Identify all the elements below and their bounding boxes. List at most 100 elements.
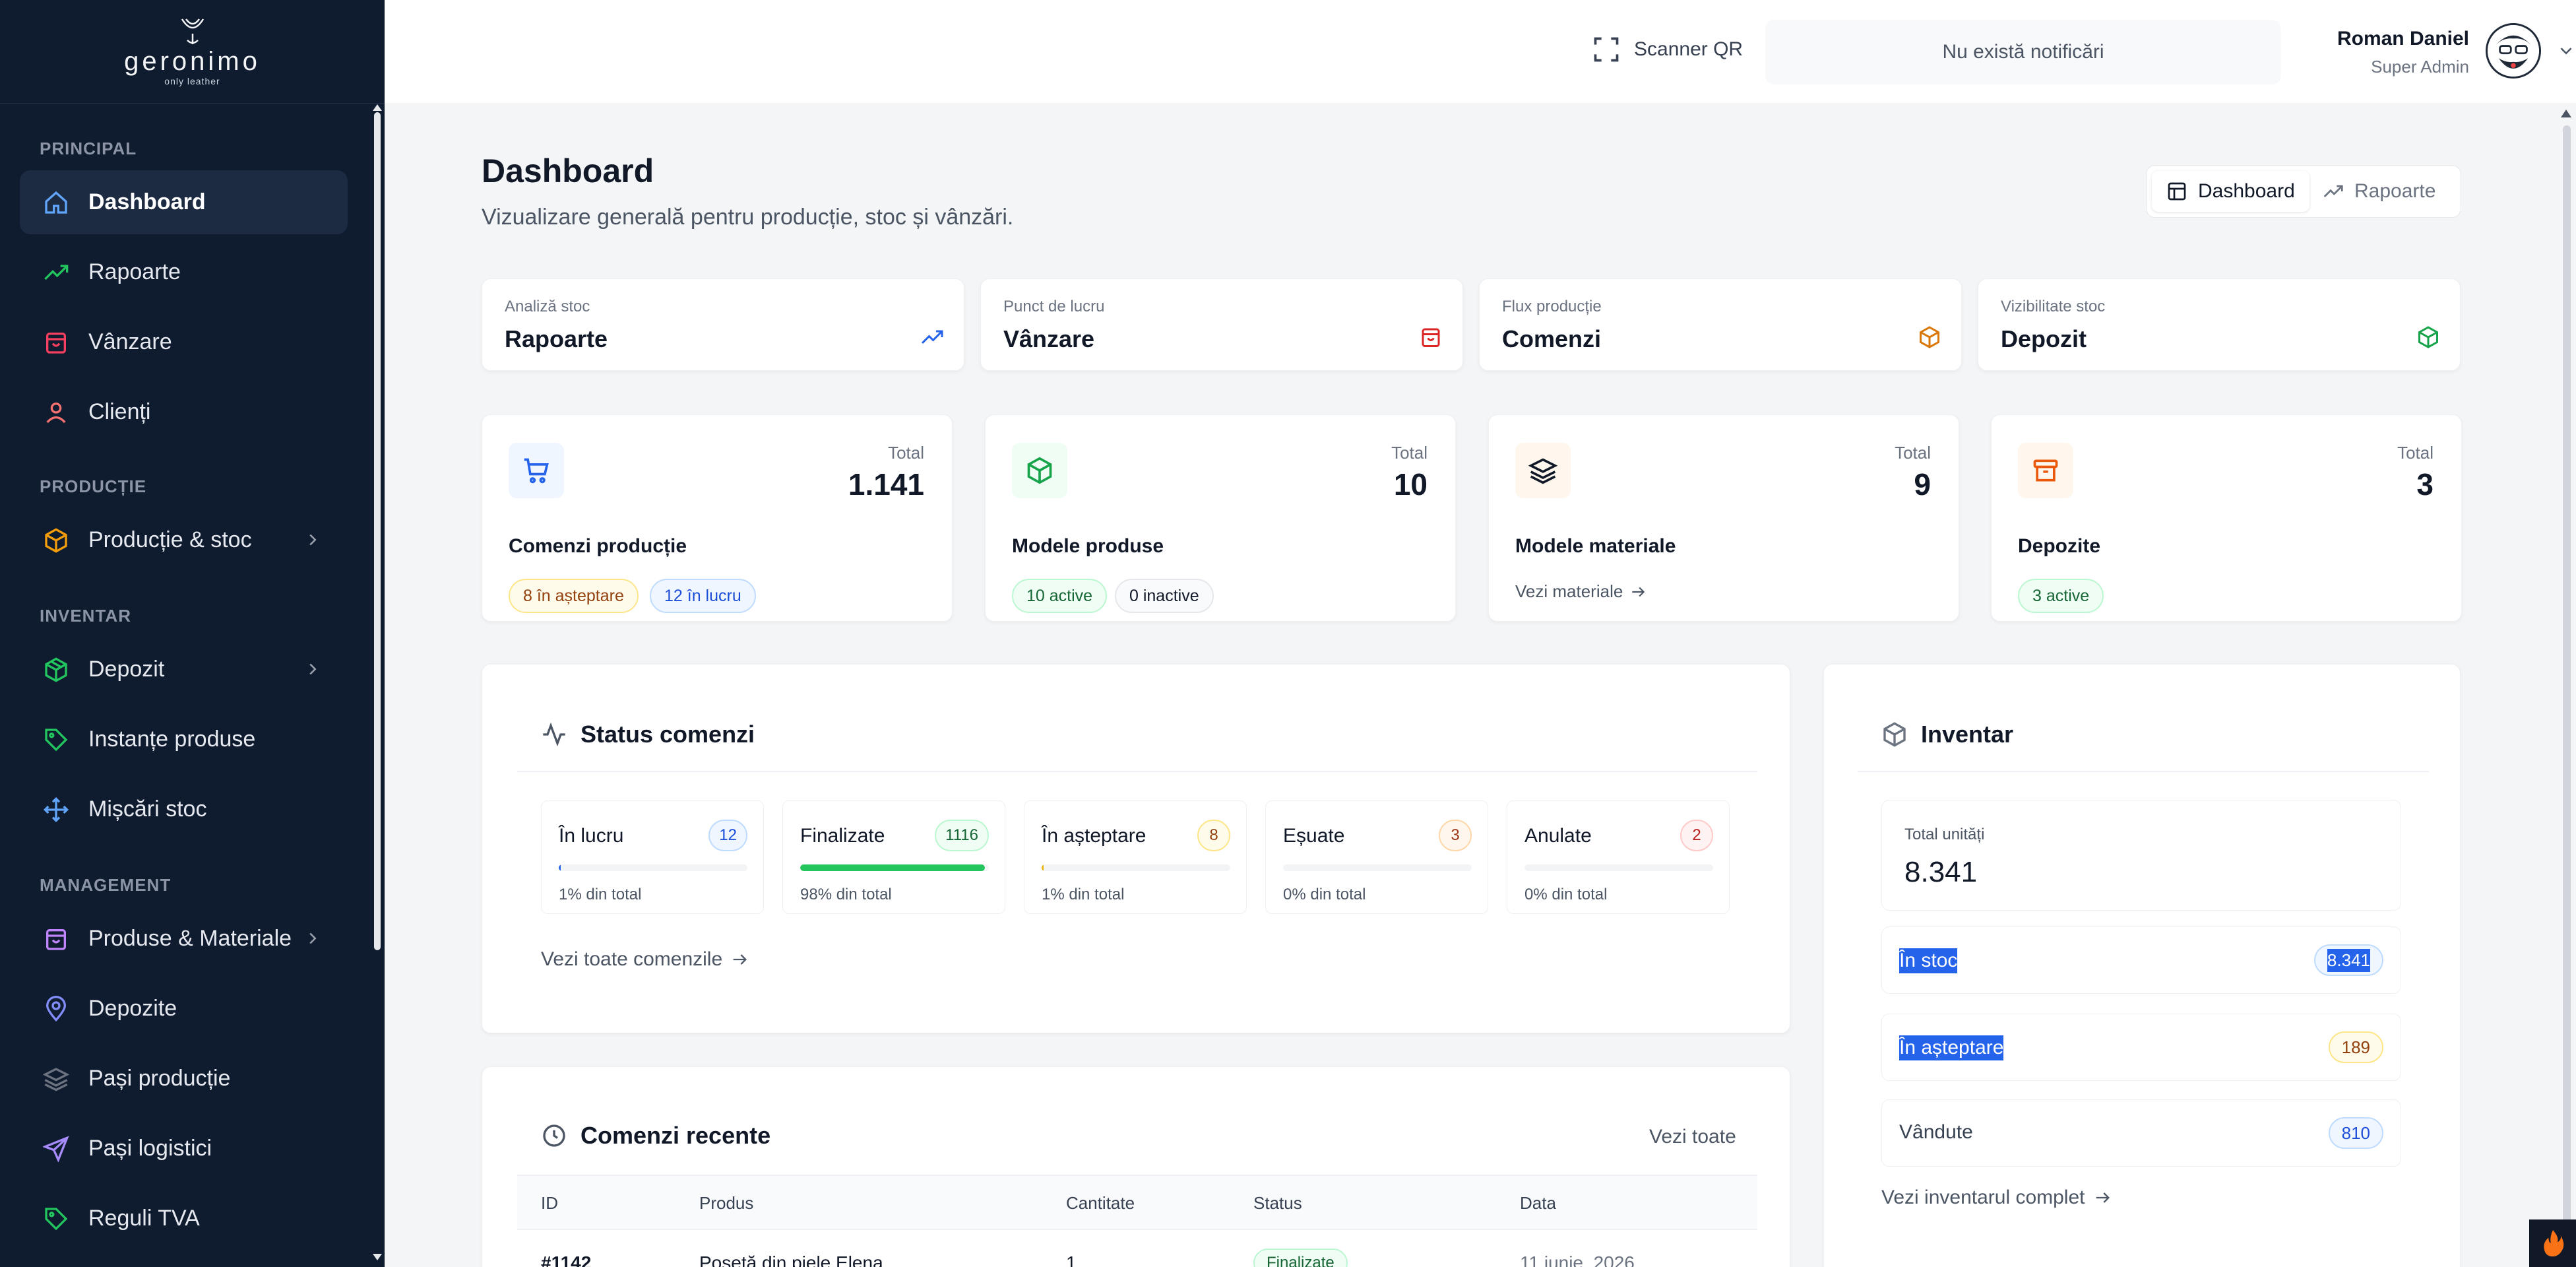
status-esuate[interactable]: Eșuate 3 0% din total [1265,800,1488,914]
notifications-panel[interactable]: Nu există notificări [1765,20,2281,84]
status-label: În așteptare [1042,825,1147,847]
view-all-orders-link[interactable]: Vezi toate comenzile [541,948,749,971]
scanner-label: Scanner QR [1634,38,1744,60]
quick-link-value: Depozit [2001,325,2087,352]
sidebar-item-label: Clienți [88,399,151,424]
page-title: Dashboard [482,152,654,189]
tag-icon [41,1204,71,1234]
quick-link-label: Vizibilitate stoc [2001,298,2106,315]
table-header [517,1175,1757,1230]
page-subtitle: Vizualizare generală pentru producție, s… [482,205,1014,230]
stat-total-label: Total [888,443,924,463]
chevron-right-icon [309,663,317,675]
quick-link-label: Punct de lucru [1003,298,1105,315]
box-icon [41,525,71,556]
sidebar-item-productie-stoc[interactable]: Producție & stoc [20,508,348,572]
trending-up-icon [41,257,71,288]
row-qty: 1 [1066,1252,1077,1267]
sidebar-scrollbar[interactable] [374,112,381,950]
stat-card-depozite[interactable]: Total 3 Depozite 3 active [1991,414,2462,622]
shopping-bag-icon [1422,328,1440,347]
stat-card-modele-produse[interactable]: Total 10 Modele produse 10 active 0 inac… [985,414,1456,622]
quick-link-comenzi[interactable]: Flux producție Comenzi [1479,278,1962,371]
quick-link-depozit[interactable]: Vizibilitate stoc Depozit [1978,278,2461,371]
main-scroll-up[interactable] [2561,110,2571,117]
inventory-row-label: În stoc [1899,948,1958,973]
stat-name: Comenzi producție [509,535,687,557]
inventory-total-label: Total unități [1904,826,1985,843]
sidebar: geronimo only leather PRINCIPAL Dashboar… [0,0,385,1267]
quick-link-rapoarte[interactable]: Analiză stoc Rapoarte [482,278,964,371]
layers-icon [1515,443,1571,498]
link-label: Vezi toate comenzile [541,948,723,970]
sidebar-item-instante-produse[interactable]: Instanțe produse [20,707,348,771]
inventory-row-vandute[interactable]: Vândute 810 [1881,1099,2401,1167]
column-id: ID [541,1193,558,1213]
status-anulate[interactable]: Anulate 2 0% din total [1507,800,1730,914]
section-management: MANAGEMENT [40,875,172,895]
status-finalizate[interactable]: Finalizate 1116 98% din total [782,800,1005,914]
status-pct: 1% din total [559,886,642,903]
badge-pending: 8 în așteptare [509,579,639,613]
chevron-right-icon [309,534,317,546]
send-icon [41,1134,71,1164]
quick-link-value: Comenzi [1502,325,1602,352]
status-in-lucru[interactable]: În lucru 12 1% din total [541,800,764,914]
scanner-qr-button[interactable]: Scanner QR [1592,35,1743,64]
sidebar-scroll-down[interactable] [373,1254,382,1260]
sidebar-item-pasi-logistici[interactable]: Pași logistici [20,1117,348,1181]
status-pct: 98% din total [800,886,892,903]
badge-active: 3 active [2018,579,2104,613]
row-id[interactable]: #1142 [541,1252,592,1267]
user-name[interactable]: Roman Daniel [2337,28,2469,49]
sidebar-item-pasi-productie[interactable]: Pași producție [20,1047,348,1111]
stat-total-label: Total [1895,443,1931,463]
view-all-button[interactable]: Vezi toate [1649,1126,1736,1148]
section-inventar: INVENTAR [40,606,131,626]
progress-bar [1524,864,1713,871]
chevron-down-icon[interactable] [2556,41,2576,61]
status-label: Eșuate [1283,825,1345,847]
avatar[interactable] [2486,23,2541,79]
stat-card-modele-materiale[interactable]: Total 9 Modele materiale Vezi materiale [1488,414,1959,622]
flame-icon[interactable] [2529,1219,2576,1267]
stat-total-label: Total [2397,443,2434,463]
sidebar-item-produse-materiale[interactable]: Produse & Materiale [20,907,348,971]
view-materials-link[interactable]: Vezi materiale [1515,581,1647,602]
status-count: 2 [1680,820,1713,851]
sidebar-item-depozit[interactable]: Depozit [20,637,348,701]
sidebar-item-depozite[interactable]: Depozite [20,977,348,1041]
layout-icon [2168,182,2186,201]
status-label: Anulate [1524,825,1592,847]
section-productie: PRODUCȚIE [40,476,147,496]
inventory-row-in-asteptare[interactable]: În așteptare 189 [1881,1014,2401,1081]
main-scrollbar[interactable] [2563,125,2571,1247]
sidebar-item-clienti[interactable]: Clienți [20,380,348,444]
status-pct: 0% din total [1283,886,1366,903]
sidebar-item-label: Vânzare [88,329,172,354]
status-in-asteptare[interactable]: În așteptare 8 1% din total [1024,800,1247,914]
quick-link-vanzare[interactable]: Punct de lucru Vânzare [980,278,1463,371]
panel-title: Comenzi recente [581,1122,771,1149]
row-date: 11 iunie, 2026 [1520,1252,1635,1267]
panel-title: Status comenzi [581,721,755,748]
panel-title: Inventar [1921,721,2014,748]
scan-icon [1594,37,1619,62]
stat-card-comenzi[interactable]: Total 1.141 Comenzi producție 8 în aștep… [482,414,953,622]
package-icon [2418,326,2438,348]
inventory-total-box: Total unități 8.341 [1881,800,2401,911]
inventory-total-value: 8.341 [1904,856,1978,888]
shopping-bag-icon [41,327,71,358]
sidebar-item-reguli-tva[interactable]: Reguli TVA [20,1186,348,1251]
sidebar-item-dashboard[interactable]: Dashboard [20,170,348,234]
view-full-inventory-link[interactable]: Vezi inventarul complet [1881,1186,2112,1209]
badge-inactive: 0 inactive [1115,579,1214,613]
brand-logo[interactable]: geronimo only leather [0,0,385,104]
sidebar-scroll-up[interactable] [373,104,382,111]
inventory-row-in-stoc[interactable]: În stoc 8.341 [1881,926,2401,994]
sidebar-item-rapoarte[interactable]: Rapoarte [20,240,348,304]
sidebar-item-vanzare[interactable]: Vânzare [20,310,348,374]
tab-rapoarte[interactable]: Rapoarte [2308,171,2450,212]
sidebar-item-miscari-stoc[interactable]: Mișcări stoc [20,777,348,841]
tab-dashboard[interactable]: Dashboard [2152,171,2309,212]
